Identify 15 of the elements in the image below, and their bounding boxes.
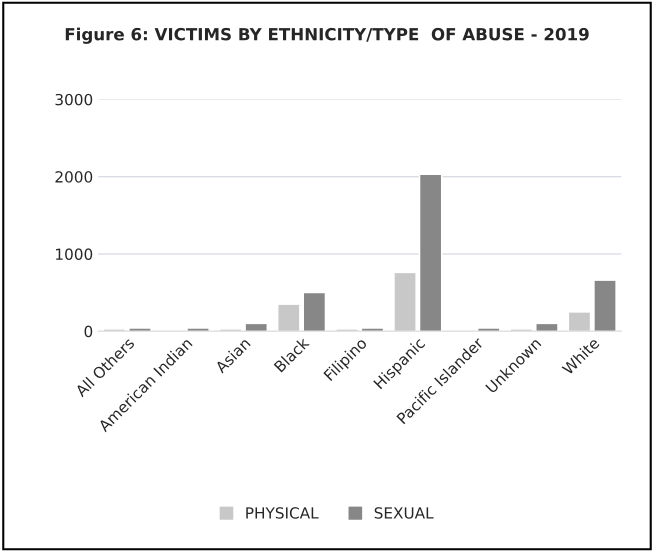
chart-title: Figure 6: VICTIMS BY ETHNICITY/TYPE OF ABUSE - 2019	[66, 28, 589, 44]
y-tick-label: 1000	[56, 248, 92, 260]
y-tick-label: 0	[84, 326, 92, 338]
bar	[277, 303, 301, 332]
bar	[393, 272, 417, 332]
y-tick-label: 3000	[56, 94, 92, 106]
legend-label: SEXUAL	[374, 507, 434, 519]
bar	[535, 322, 559, 332]
bar	[418, 174, 442, 332]
bar	[568, 311, 592, 332]
bar	[593, 280, 617, 332]
bar	[244, 322, 268, 332]
bar	[302, 292, 326, 332]
y-tick-label: 2000	[55, 171, 92, 183]
legend-label: PHYSICAL	[246, 507, 319, 519]
